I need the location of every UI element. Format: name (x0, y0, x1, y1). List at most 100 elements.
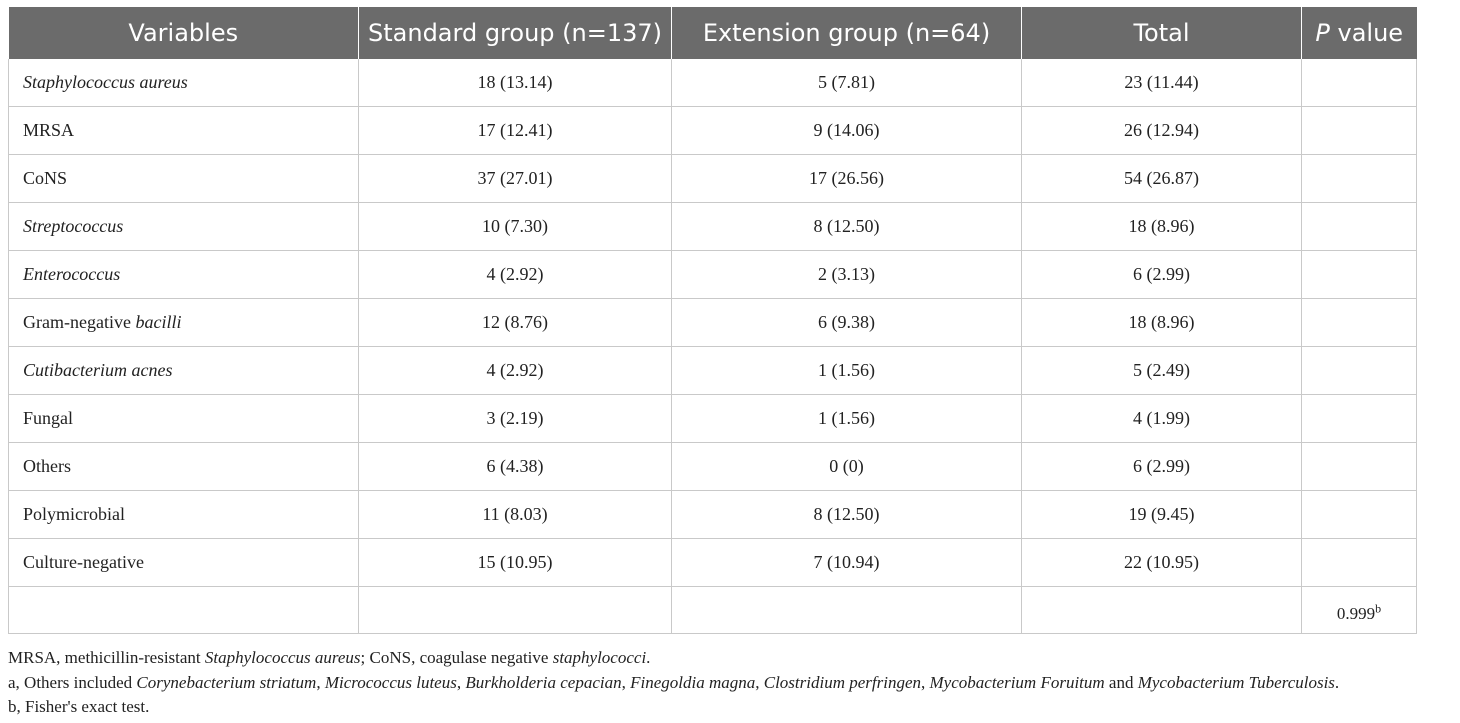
row-label: Gram-negative bacilli (8, 298, 359, 347)
table-row: Staphylococcus aureus 18 (13.14) 5 (7.81… (8, 59, 1417, 107)
cell-total: 54 (26.87) (1021, 154, 1302, 203)
table-footnotes: MRSA, methicillin-resistant Staphylococc… (8, 646, 1339, 720)
row-label-text: Staphylococcus aureus (23, 72, 188, 92)
cell-standard: 4 (2.92) (358, 346, 672, 395)
footnote-italic: Mycobacterium Tuberculosis (1137, 672, 1335, 692)
p-value-row: 0.999b (8, 586, 1417, 634)
footnote-italic: Finegoldia magna (630, 672, 756, 692)
p-value-number: 0.999 (1336, 604, 1376, 624)
footnote-italic: staphylococci (552, 648, 647, 667)
table-row: Streptococcus 10 (7.30) 8 (12.50) 18 (8.… (8, 202, 1417, 251)
cell-p-value (1301, 346, 1417, 395)
footnote-text: ; CoNS, coagulase negative (360, 648, 553, 667)
row-label: Culture-negative (8, 538, 359, 587)
cell-extension: 1 (1.56) (671, 394, 1022, 443)
cell-p-value (1301, 59, 1417, 107)
cell-standard: 15 (10.95) (358, 538, 672, 587)
footnote-text: MRSA, methicillin-resistant (8, 648, 205, 667)
cell-extension: 17 (26.56) (671, 154, 1022, 203)
cell-p-value: 0.999b (1301, 586, 1417, 634)
cell-total: 22 (10.95) (1021, 538, 1302, 587)
header-p-value: P value (1301, 7, 1417, 59)
cell-standard: 3 (2.19) (358, 394, 672, 443)
row-label-italic: bacilli (135, 312, 182, 332)
row-label: Polymicrobial (8, 490, 359, 539)
footnote-text: and (1104, 672, 1138, 692)
row-label-text: Others (23, 456, 71, 476)
header-extension-group: Extension group (n=64) (671, 7, 1022, 59)
cell-extension: 5 (7.81) (671, 59, 1022, 107)
footnote-text: , (921, 672, 930, 692)
cell-p-value (1301, 538, 1417, 587)
footnote-text: , (755, 672, 764, 692)
cell-standard: 10 (7.30) (358, 202, 672, 251)
row-label: Cutibacterium acnes (8, 346, 359, 395)
header-variables: Variables (8, 7, 359, 59)
cell-extension: 7 (10.94) (671, 538, 1022, 587)
footnote-text: , (621, 672, 631, 692)
cell-standard: 18 (13.14) (358, 59, 672, 107)
footnote-text: . (1334, 672, 1340, 692)
header-total: Total (1021, 7, 1302, 59)
header-p-italic: P (1315, 19, 1330, 47)
cell-total: 6 (2.99) (1021, 442, 1302, 491)
header-row: Variables Standard group (n=137) Extensi… (8, 7, 1417, 59)
data-table: Variables Standard group (n=137) Extensi… (8, 7, 1417, 634)
cell-total: 19 (9.45) (1021, 490, 1302, 539)
footnote-text: a, Others included (8, 672, 137, 692)
cell-extension: 2 (3.13) (671, 250, 1022, 299)
table-header: Variables Standard group (n=137) Extensi… (8, 7, 1417, 59)
cell-extension: 8 (12.50) (671, 202, 1022, 251)
cell-extension (671, 586, 1022, 634)
row-label: Fungal (8, 394, 359, 443)
cell-total: 18 (8.96) (1021, 202, 1302, 251)
cell-standard: 6 (4.38) (358, 442, 672, 491)
row-label: CoNS (8, 154, 359, 203)
cell-extension: 6 (9.38) (671, 298, 1022, 347)
footnote-text: , (456, 672, 466, 692)
footnote-text: . (646, 648, 651, 667)
header-p-rest: value (1329, 19, 1404, 47)
footnote-italic: Staphylococcus aureus (204, 648, 361, 667)
table-row: CoNS 37 (27.01) 17 (26.56) 54 (26.87) (8, 154, 1417, 203)
footnote-a: a, Others included Corynebacterium stria… (8, 671, 1339, 696)
footnote-b: b, Fisher's exact test. (8, 697, 150, 716)
cell-extension: 9 (14.06) (671, 106, 1022, 155)
data-table-container: Variables Standard group (n=137) Extensi… (8, 7, 1417, 634)
footnote-text: , (316, 672, 325, 692)
table-row: Fungal 3 (2.19) 1 (1.56) 4 (1.99) (8, 394, 1417, 443)
footnote-italic: Burkholderia cepacian (465, 672, 622, 692)
row-label (8, 586, 359, 634)
cell-standard: 4 (2.92) (358, 250, 672, 299)
p-value-superscript: b (1375, 601, 1382, 616)
cell-p-value (1301, 298, 1417, 347)
cell-total: 5 (2.49) (1021, 346, 1302, 395)
row-label-text: Cutibacterium acnes (23, 360, 173, 380)
cell-total: 4 (1.99) (1021, 394, 1302, 443)
row-label-text: Enterococcus (23, 264, 121, 284)
cell-total: 18 (8.96) (1021, 298, 1302, 347)
p-value-text: 0.999b (1336, 601, 1382, 624)
table-body: Staphylococcus aureus 18 (13.14) 5 (7.81… (8, 59, 1417, 634)
footnote-italic: Corynebacterium striatum (136, 672, 317, 692)
cell-extension: 1 (1.56) (671, 346, 1022, 395)
table-row: Culture-negative 15 (10.95) 7 (10.94) 22… (8, 538, 1417, 587)
table-row: Enterococcus 4 (2.92) 2 (3.13) 6 (2.99) (8, 250, 1417, 299)
cell-extension: 0 (0) (671, 442, 1022, 491)
row-label-text: MRSA (23, 120, 75, 140)
cell-p-value (1301, 154, 1417, 203)
cell-p-value (1301, 442, 1417, 491)
cell-standard: 11 (8.03) (358, 490, 672, 539)
row-label-text: CoNS (23, 168, 68, 188)
footnote-italic: Mycobacterium Foruitum (929, 672, 1105, 692)
cell-standard: 37 (27.01) (358, 154, 672, 203)
cell-p-value (1301, 250, 1417, 299)
table-row: Gram-negative bacilli 12 (8.76) 6 (9.38)… (8, 298, 1417, 347)
header-standard-group: Standard group (n=137) (358, 7, 672, 59)
table-row: MRSA 17 (12.41) 9 (14.06) 26 (12.94) (8, 106, 1417, 155)
cell-p-value (1301, 490, 1417, 539)
row-label-text: Streptococcus (23, 216, 124, 236)
table-row: Cutibacterium acnes 4 (2.92) 1 (1.56) 5 … (8, 346, 1417, 395)
row-label-text: Culture-negative (23, 552, 144, 572)
row-label: Staphylococcus aureus (8, 59, 359, 107)
